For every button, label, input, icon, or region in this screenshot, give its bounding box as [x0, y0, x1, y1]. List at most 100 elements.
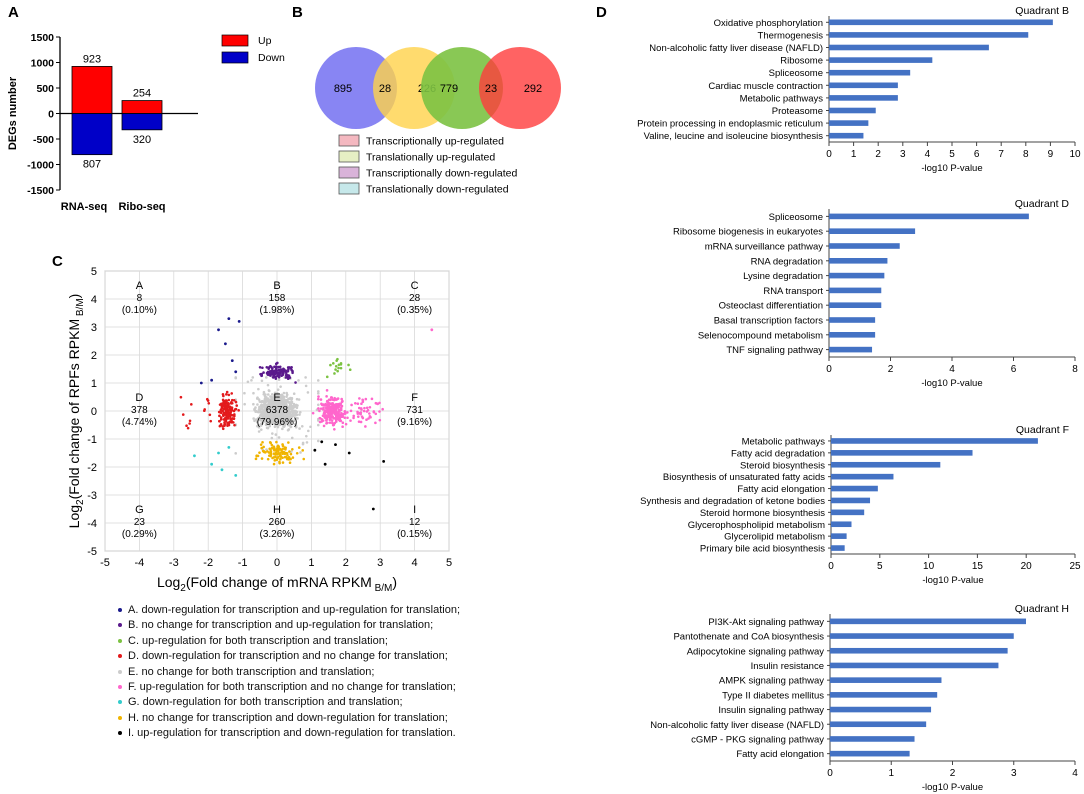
quadrant-count: 23 [134, 517, 146, 528]
x-tick-label: 2 [950, 768, 956, 779]
quadrant-count: 260 [269, 517, 286, 528]
point-h [301, 449, 305, 452]
point-e [263, 395, 267, 398]
x-tick-label: 9 [1048, 149, 1054, 160]
x-tick-label: 20 [1021, 561, 1033, 572]
point-e [304, 376, 307, 379]
x-axis-title: -log10 P-value [922, 575, 983, 586]
point-d [218, 414, 221, 418]
point-e [284, 399, 288, 402]
point-f [342, 412, 345, 416]
category-label: Ribosome [780, 56, 823, 67]
quadrant-count: 12 [409, 517, 421, 528]
bar [831, 545, 845, 551]
point-b [277, 373, 281, 377]
y-axis-title: Log2(Fold change of RPFs RPKM B/M) [66, 294, 86, 529]
point-e [279, 412, 283, 415]
point-f [328, 404, 331, 408]
point-f [430, 328, 434, 332]
legend-text: D. down-regulation for transcription and… [128, 650, 448, 663]
panel-label-a: A [8, 4, 19, 21]
point-f [311, 411, 315, 415]
point-e [280, 396, 283, 400]
point-f [318, 409, 321, 413]
legend-dot [118, 654, 122, 659]
point-a [237, 320, 241, 323]
venn-legend-label: Transcriptionally up-regulated [366, 136, 504, 148]
x-axis-title: -log10 P-value [922, 782, 983, 793]
bar [829, 243, 900, 249]
point-c [325, 375, 329, 379]
point-f [365, 418, 368, 422]
category-label: Non-alcoholic fatty liver disease (NAFLD… [649, 43, 823, 54]
legend-dot [118, 669, 122, 674]
point-d [208, 413, 212, 417]
point-d [228, 414, 231, 417]
point-b [269, 364, 272, 368]
point-f [374, 421, 377, 425]
point-e [271, 432, 274, 435]
point-h [272, 456, 276, 459]
point-c [347, 363, 350, 367]
point-e [260, 379, 264, 383]
bar [829, 213, 1029, 220]
venn-b: 8952822677923292Transcriptionally up-reg… [315, 47, 561, 196]
point-d [206, 399, 210, 402]
category-label: Insulin signaling pathway [718, 705, 824, 716]
point-e [298, 427, 301, 430]
point-f [340, 397, 344, 401]
point-f [361, 398, 364, 402]
point-e [273, 399, 277, 403]
point-i [371, 507, 375, 511]
point-f [330, 402, 334, 406]
bar [829, 82, 898, 89]
point-e [316, 390, 320, 393]
point-e [287, 418, 291, 422]
category-label: Non-alcoholic fatty liver disease (NAFLD… [650, 720, 824, 731]
bar [831, 461, 941, 468]
category-label: Pantothenate and CoA biosynthesis [673, 632, 824, 643]
point-a [210, 378, 214, 382]
point-e [309, 425, 312, 429]
point-h [255, 454, 258, 457]
point-e [265, 420, 269, 424]
point-f [365, 406, 369, 410]
category-label: Fatty acid elongation [737, 484, 825, 495]
point-b [274, 377, 278, 380]
point-e [294, 409, 297, 413]
bar [830, 706, 932, 713]
venn-legend-label: Transcriptionally down-regulated [366, 168, 518, 180]
point-f [367, 417, 370, 420]
point-h [289, 452, 293, 456]
point-f [378, 410, 381, 413]
quadrant-label: I [413, 504, 416, 516]
point-h [288, 461, 292, 465]
point-e [295, 413, 299, 417]
point-f [322, 424, 326, 428]
category-label: Selenocompound metabolism [698, 330, 823, 341]
category-label: Glycerolipid metabolism [724, 532, 825, 543]
bar-value-label: 923 [83, 53, 101, 65]
point-f [334, 413, 337, 416]
point-d [230, 401, 234, 405]
category-label: Insulin resistance [751, 661, 824, 672]
point-e [273, 404, 276, 407]
point-b [294, 381, 297, 384]
category-label: Glycerophospholipid metabolism [688, 520, 825, 531]
point-b [266, 372, 269, 376]
point-h [262, 445, 265, 449]
bar [830, 677, 942, 683]
point-e [286, 409, 290, 412]
point-b [273, 371, 277, 374]
point-h [262, 449, 266, 453]
point-b [273, 369, 277, 373]
quadrant-label: E [273, 392, 280, 404]
point-e [298, 410, 302, 414]
quadrant-percent: (0.10%) [122, 305, 157, 316]
point-d [222, 394, 225, 398]
point-f [368, 405, 372, 409]
category-label: AMPK signaling pathway [719, 676, 824, 687]
point-h [295, 451, 299, 455]
x-tick-label: 0 [828, 561, 834, 572]
point-d [230, 392, 234, 395]
